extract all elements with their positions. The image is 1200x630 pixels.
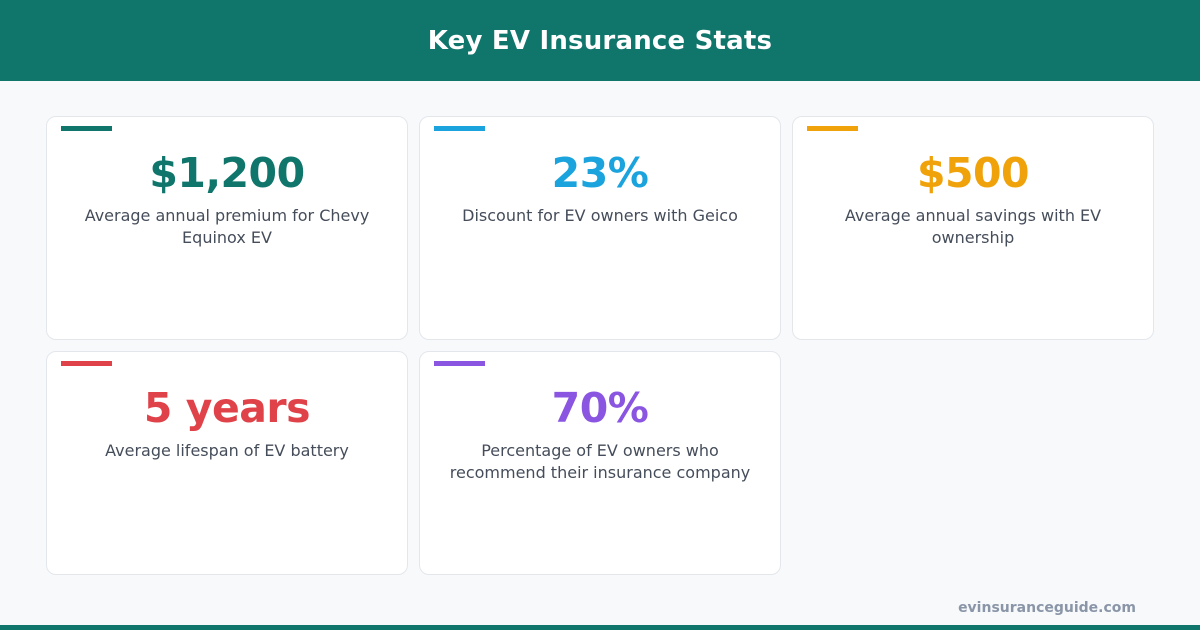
- stat-card-discount: 23% Discount for EV owners with Geico: [419, 116, 781, 340]
- stat-value: $500: [916, 149, 1030, 197]
- stat-card-premium: $1,200 Average annual premium for Chevy …: [46, 116, 408, 340]
- stat-description: Average annual savings with EV ownership: [844, 206, 1102, 247]
- stat-card-recommend: 70% Percentage of EV owners who recommen…: [419, 351, 781, 575]
- stat-value: 5 years: [143, 384, 311, 432]
- stat-description: Percentage of EV owners who recommend th…: [449, 441, 751, 482]
- stat-value: $1,200: [149, 149, 305, 197]
- stat-value: 23%: [551, 149, 649, 197]
- stat-card-battery: 5 years Average lifespan of EV battery: [46, 351, 408, 575]
- accent-bar: [61, 361, 112, 366]
- site-url: evinsuranceguide.com: [958, 600, 1136, 616]
- page-title: Key EV Insurance Stats: [427, 25, 773, 56]
- header-banner: Key EV Insurance Stats: [0, 0, 1200, 81]
- bottom-bar: [0, 625, 1200, 630]
- stat-description: Discount for EV owners with Geico: [462, 206, 738, 225]
- accent-bar: [434, 126, 485, 131]
- accent-bar: [434, 361, 485, 366]
- stat-card-savings: $500 Average annual savings with EV owne…: [792, 116, 1154, 340]
- stat-value: 70%: [551, 384, 649, 432]
- stat-description: Average annual premium for Chevy Equinox…: [84, 206, 370, 247]
- accent-bar: [61, 126, 112, 131]
- accent-bar: [807, 126, 858, 131]
- stat-description: Average lifespan of EV battery: [105, 441, 349, 460]
